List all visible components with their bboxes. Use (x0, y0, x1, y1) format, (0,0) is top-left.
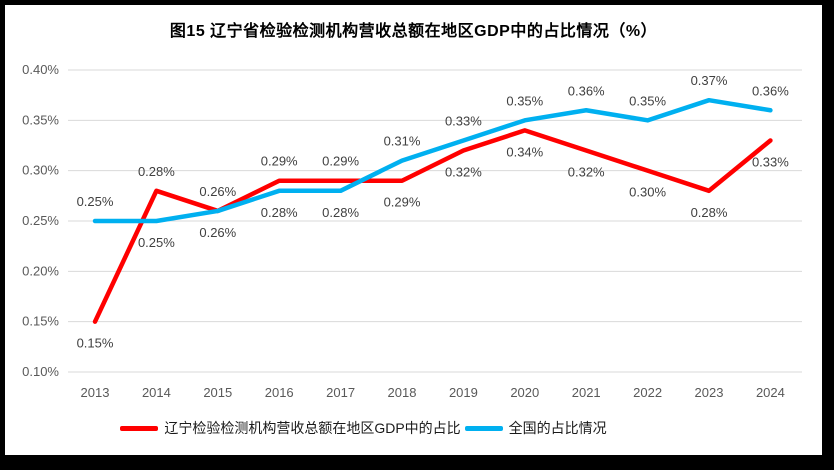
x-axis-tick-label: 2021 (572, 385, 601, 400)
data-label-series-0: 0.26% (199, 184, 236, 199)
x-axis-tick-label: 2017 (326, 385, 355, 400)
x-axis-tick-label: 2023 (695, 385, 724, 400)
x-axis-tick-label: 2016 (265, 385, 294, 400)
data-label-series-1: 0.36% (752, 83, 789, 98)
x-axis-tick-label: 2015 (203, 385, 232, 400)
legend-line-liaoning (120, 425, 159, 431)
y-axis-tick-label: 0.40% (22, 62, 59, 77)
line-chart: 0.10% 0.15% 0.20% 0.25% 0.30% 0.35% 0.40% 2013 2… (22, 62, 802, 400)
data-label-series-0: 0.32% (568, 165, 605, 180)
data-label-series-1: 0.31% (384, 134, 421, 149)
y-axis-tick-label: 0.30% (22, 163, 59, 178)
data-label-series-0: 0.30% (629, 185, 666, 200)
data-label-series-1: 0.26% (199, 225, 236, 240)
data-label-series-1: 0.36% (568, 83, 605, 98)
x-axis-tick-label: 2019 (449, 385, 478, 400)
data-label-series-0: 0.28% (138, 164, 175, 179)
x-axis-tick-label: 2013 (81, 385, 110, 400)
legend-line-national (464, 425, 503, 431)
y-axis-tick-label: 0.20% (22, 263, 59, 278)
series-line-0 (92, 128, 773, 324)
x-axis-tick-label: 2020 (510, 385, 539, 400)
chart-title: 图15 辽宁省检验检测机构营收总额在地区GDP中的占比情况（%） (169, 23, 658, 40)
data-label-series-0: 0.29% (261, 154, 298, 169)
y-axis-tick-label: 0.10% (22, 364, 59, 379)
data-label-series-0: 0.29% (322, 154, 359, 169)
data-label-series-1: 0.28% (261, 205, 298, 220)
x-axis-tick-label: 2022 (633, 385, 662, 400)
data-label-series-1: 0.37% (691, 73, 728, 88)
data-label-series-1: 0.33% (445, 113, 482, 128)
data-label-series-1: 0.25% (77, 194, 114, 209)
data-label-series-0: 0.28% (691, 205, 728, 220)
y-axis-tick-label: 0.25% (22, 213, 59, 228)
data-label-series-0: 0.15% (77, 336, 114, 351)
data-label-series-1: 0.25% (138, 235, 175, 250)
data-label-series-1: 0.35% (506, 93, 543, 108)
chart-legend: 辽宁检验检测机构营收总额在地区GDP中的占比 全国的占比情况 (5, 418, 822, 438)
legend-item-liaoning: 辽宁检验检测机构营收总额在地区GDP中的占比 (120, 418, 461, 438)
legend-label-national: 全国的占比情况 (508, 420, 607, 436)
data-label-series-0: 0.29% (384, 195, 421, 210)
legend-item-national: 全国的占比情况 (464, 418, 607, 438)
data-label-series-0: 0.32% (445, 165, 482, 180)
data-label-series-1: 0.35% (629, 93, 666, 108)
series-line-1 (92, 97, 773, 224)
x-axis-tick-label: 2014 (142, 385, 171, 400)
data-label-series-0: 0.34% (506, 144, 543, 159)
y-axis-tick-label: 0.35% (22, 112, 59, 127)
data-label-series-0: 0.33% (752, 154, 789, 169)
x-axis-tick-label: 2024 (756, 385, 785, 400)
y-axis-tick-label: 0.15% (22, 314, 59, 329)
x-axis-tick-label: 2018 (388, 385, 417, 400)
data-label-series-1: 0.28% (322, 205, 359, 220)
legend-label-liaoning: 辽宁检验检测机构营收总额在地区GDP中的占比 (164, 420, 461, 436)
